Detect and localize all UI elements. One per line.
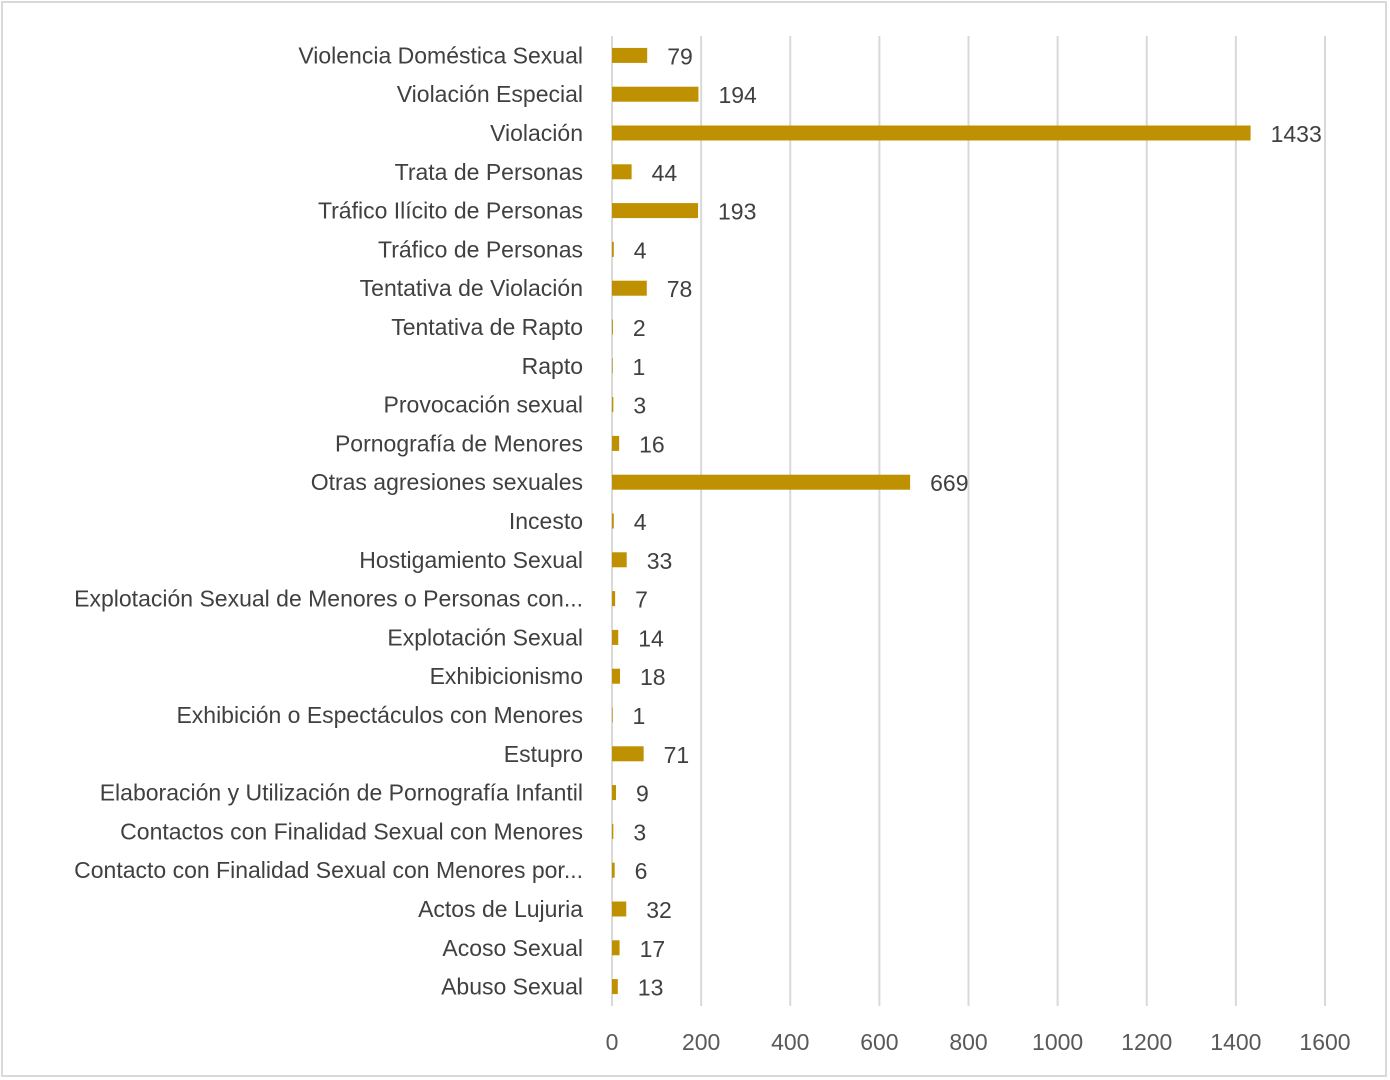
- data-label: 78: [667, 276, 693, 302]
- data-label: 6: [635, 858, 648, 884]
- x-tick-label: 1000: [1032, 1029, 1083, 1055]
- category-label: Explotación Sexual: [387, 624, 583, 650]
- bar: [612, 707, 613, 723]
- data-label: 194: [718, 82, 757, 108]
- data-label: 16: [639, 431, 665, 457]
- category-label: Elaboración y Utilización de Pornografía…: [100, 780, 583, 806]
- category-label: Otras agresiones sexuales: [311, 469, 583, 495]
- bar: [612, 591, 616, 607]
- bar: [612, 86, 699, 102]
- data-label: 1: [632, 354, 645, 380]
- bar: [612, 901, 627, 917]
- x-tick-label: 0: [606, 1029, 619, 1055]
- category-label: Actos de Lujuria: [418, 896, 583, 922]
- category-label: Pornografía de Menores: [335, 430, 583, 456]
- x-tick-label: 200: [682, 1029, 720, 1055]
- x-tick-label: 800: [949, 1029, 987, 1055]
- category-label: Hostigamiento Sexual: [359, 547, 583, 573]
- bar: [612, 513, 614, 529]
- bar: [612, 397, 614, 413]
- bar: [612, 203, 699, 219]
- data-label: 7: [635, 587, 648, 613]
- bar: [612, 435, 620, 451]
- x-tick-label: 1400: [1210, 1029, 1261, 1055]
- data-label: 669: [930, 470, 968, 496]
- data-labels: 7919414334419347821316669433714181719363…: [632, 43, 1321, 1000]
- data-label: 3: [633, 393, 646, 419]
- data-label: 18: [640, 664, 666, 690]
- data-label: 79: [667, 43, 693, 69]
- category-labels: Violencia Doméstica Sexual Violación Espe…: [74, 42, 583, 999]
- data-label: 4: [634, 509, 647, 535]
- gridlines: [611, 36, 1326, 1006]
- data-label: 44: [652, 160, 678, 186]
- data-label: 4: [634, 237, 647, 263]
- x-tick-label: 1200: [1121, 1029, 1172, 1055]
- bar: [612, 862, 615, 878]
- bar: [612, 668, 621, 684]
- bar: [612, 280, 647, 296]
- category-label: Trata de Personas: [395, 159, 583, 185]
- x-tick-label: 400: [771, 1029, 809, 1055]
- category-label: Explotación Sexual de Menores o Personas…: [74, 586, 583, 612]
- category-label: Contacto con Finalidad Sexual con Menore…: [74, 857, 583, 883]
- category-label: Violación Especial: [397, 81, 583, 107]
- category-label: Incesto: [509, 508, 583, 534]
- category-label: Violación: [490, 120, 583, 146]
- category-label: Exhibición o Espectáculos con Menores: [176, 702, 583, 728]
- bar: [612, 785, 617, 801]
- data-label: 32: [646, 897, 672, 923]
- category-label: Contactos con Finalidad Sexual con Menor…: [120, 818, 583, 844]
- x-tick-label: 600: [860, 1029, 898, 1055]
- category-label: Provocación sexual: [384, 392, 583, 418]
- data-label: 1: [632, 703, 645, 729]
- category-label: Rapto: [522, 353, 583, 379]
- bar: [612, 164, 632, 180]
- bar: [612, 358, 613, 374]
- x-tick-label: 1600: [1299, 1029, 1350, 1055]
- bar: [612, 47, 648, 63]
- data-label: 193: [718, 199, 756, 225]
- data-label: 3: [633, 819, 646, 845]
- bar: [612, 629, 619, 645]
- category-label: Tráfico de Personas: [378, 236, 583, 262]
- bar: [612, 746, 644, 762]
- data-label: 71: [664, 742, 690, 768]
- category-label: Estupro: [504, 741, 583, 767]
- bars: [612, 47, 1251, 995]
- data-label: 2: [633, 315, 646, 341]
- bar: [612, 474, 911, 490]
- data-label: 1433: [1271, 121, 1322, 147]
- bar: [612, 552, 627, 568]
- category-label: Abuso Sexual: [441, 974, 583, 1000]
- bar: [612, 241, 614, 257]
- data-label: 14: [638, 625, 664, 651]
- data-label: 13: [638, 975, 664, 1001]
- category-label: Tráfico Ilícito de Personas: [318, 198, 583, 224]
- data-label: 9: [636, 781, 649, 807]
- x-axis-tick-labels: 0 200 400 600 800 1000 1200 1400 1600: [606, 1029, 1351, 1055]
- category-label: Acoso Sexual: [442, 935, 583, 961]
- data-label: 17: [640, 936, 666, 962]
- category-label: Tentativa de Violación: [360, 275, 583, 301]
- category-label: Exhibicionismo: [430, 663, 583, 689]
- category-label: Violencia Doméstica Sexual: [298, 42, 583, 68]
- category-label: Tentativa de Rapto: [391, 314, 583, 340]
- bar: [612, 940, 620, 956]
- data-label: 33: [647, 548, 673, 574]
- bar: [612, 125, 1251, 141]
- bar: [612, 979, 618, 995]
- bar: [612, 319, 613, 335]
- bar: [612, 823, 614, 839]
